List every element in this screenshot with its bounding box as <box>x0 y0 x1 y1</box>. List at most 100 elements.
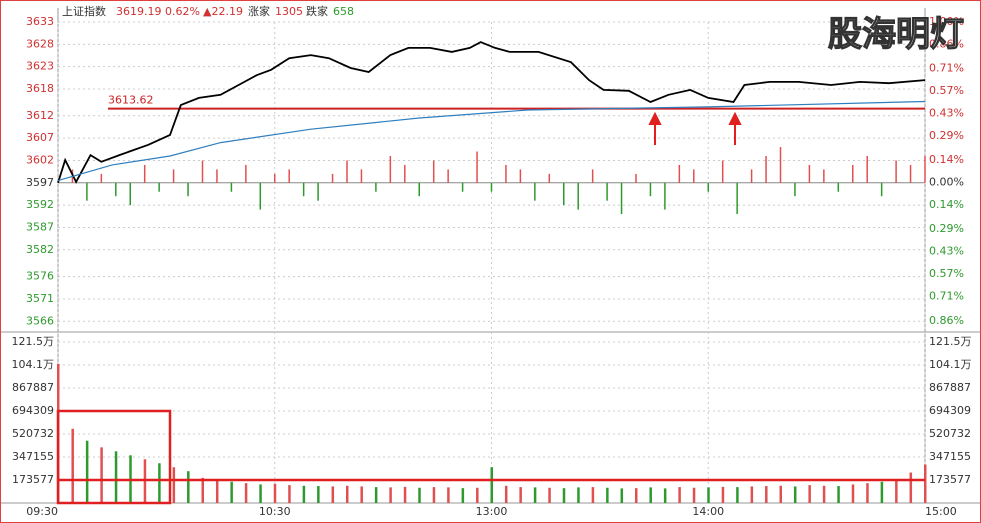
volume-bar <box>765 486 768 503</box>
average-line <box>57 100 926 182</box>
y-tick-label: 3628 <box>26 37 54 50</box>
x-tick-label: 13:00 <box>476 505 508 518</box>
y-tick-label: 3602 <box>26 153 54 166</box>
y-tick-label: 3612 <box>26 109 54 122</box>
volume-bar <box>750 486 754 503</box>
y-tick-label: 867887 <box>12 381 54 394</box>
volume-bar <box>707 487 710 503</box>
volume-bar <box>822 485 826 503</box>
y-tick-label: 694309 <box>12 404 54 417</box>
up-count: 1305 <box>275 5 303 18</box>
volume-bar <box>230 481 233 503</box>
volume-bar <box>793 486 797 503</box>
y-tick-label: 3582 <box>26 243 54 256</box>
y-tick-label-right: 104.1万 <box>929 358 972 371</box>
y-tick-label-right: 173577 <box>929 473 971 486</box>
volume-bar <box>649 487 652 503</box>
volume-bar <box>490 467 493 503</box>
volume-bar <box>244 483 248 503</box>
arrows <box>648 111 742 145</box>
y2-tick-label: 0.00% <box>929 176 964 189</box>
y2-tick-label: 0.57% <box>929 267 964 280</box>
y-tick-label-right: 347155 <box>929 450 971 463</box>
volume-bar <box>172 467 176 503</box>
y-tick-label: 520732 <box>12 427 54 440</box>
y-tick-label: 3587 <box>26 220 54 233</box>
y2-tick-label: 0.14% <box>929 153 964 166</box>
y-tick-label: 347155 <box>12 450 54 463</box>
price-line <box>57 41 926 184</box>
volume-bar <box>924 464 927 503</box>
volume-bar <box>866 483 869 503</box>
volume-bar <box>692 487 696 503</box>
y-tick-label: 3566 <box>26 314 54 327</box>
y-tick-label: 104.1万 <box>12 358 55 371</box>
volume-bar <box>895 479 898 503</box>
y-tick-label: 3571 <box>26 292 54 305</box>
y2-tick-label: 0.71% <box>929 62 964 75</box>
volume-bar <box>187 471 190 503</box>
y-tick-label: 3576 <box>26 270 54 283</box>
change-pct: 0.62% <box>165 5 200 18</box>
volume-bar <box>577 487 580 503</box>
y2-tick-label: 0.86% <box>929 37 964 50</box>
volume-bar <box>476 487 479 503</box>
volume-bar <box>418 487 421 503</box>
volume-bar <box>591 487 595 503</box>
y-tick-label: 121.5万 <box>12 335 55 348</box>
y-tick-label: 3623 <box>26 60 54 73</box>
y2-tick-label: 0.43% <box>929 245 964 258</box>
y2-tick-label: 0.14% <box>929 198 964 211</box>
volume-bar <box>533 487 537 503</box>
y2-tick-label: 0.57% <box>929 84 964 97</box>
volume-bar <box>432 487 436 503</box>
volume-bar <box>909 472 913 503</box>
y2-tick-label: 0.29% <box>929 129 964 142</box>
x-tick-label: 10:30 <box>259 505 291 518</box>
volume-bar <box>215 480 219 503</box>
volume-bar <box>635 488 638 503</box>
volume-bar <box>837 486 840 503</box>
volume-bar <box>808 485 811 503</box>
volume-bar <box>548 487 551 503</box>
highlight-box <box>56 409 172 505</box>
volume-bar <box>317 486 320 503</box>
y2-tick-label: 0.86% <box>929 314 964 327</box>
index-name: 上证指数 <box>62 4 106 18</box>
price: 3619.19 <box>116 5 162 18</box>
volume-bar <box>201 477 204 503</box>
volume-bar <box>374 487 378 503</box>
volume-bar <box>389 487 392 503</box>
header: 上证指数 3619.19 0.62% ▲22.19 涨家 1305 跌家 658 <box>62 4 354 18</box>
y-tick-label: 3618 <box>26 82 54 95</box>
volume-bar <box>114 451 118 503</box>
volume-bar <box>273 483 277 503</box>
y2-tick-label: 0.29% <box>929 222 964 235</box>
volume-bar <box>504 485 508 503</box>
down-count: 658 <box>333 5 354 18</box>
volume-bar <box>302 485 306 503</box>
x-tick-label: 09:30 <box>26 505 58 518</box>
down-label: 跌家 <box>306 4 328 18</box>
volume-bar <box>158 463 161 503</box>
volume-bar <box>880 481 884 503</box>
y-tick-label-right: 520732 <box>929 427 971 440</box>
x-tick-label: 15:00 <box>925 505 957 518</box>
volume-bar <box>259 484 262 503</box>
y-tick-label: 3597 <box>26 176 54 189</box>
volume-bar <box>606 487 609 503</box>
volume-bar <box>678 487 681 503</box>
y-tick-label-right: 694309 <box>929 404 971 417</box>
volume-bar <box>851 484 855 503</box>
volume-bar <box>85 440 89 503</box>
volume-bar <box>331 486 335 503</box>
y2-tick-label: 0.43% <box>929 107 964 120</box>
y-tick-label: 173577 <box>12 473 54 486</box>
y-tick-label: 3633 <box>26 15 54 28</box>
volume-bar <box>346 485 349 503</box>
volume-bar <box>100 447 103 503</box>
volume-bar <box>519 487 522 503</box>
volume-bar <box>360 486 363 503</box>
volume-bar <box>562 488 566 503</box>
volume-bar <box>721 486 725 503</box>
